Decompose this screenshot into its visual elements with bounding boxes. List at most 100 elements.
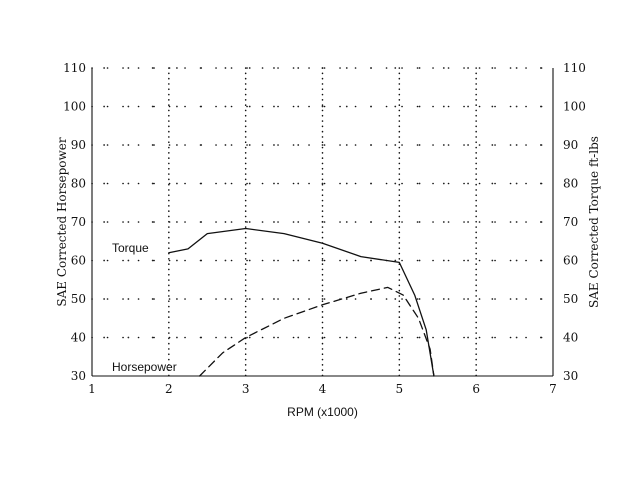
grid-dot (176, 105, 178, 108)
grid-dot (515, 336, 518, 339)
grid-dot (418, 259, 421, 262)
grid-dot (297, 67, 300, 69)
x-tick-label: 2 (165, 382, 173, 396)
grid-dot (103, 144, 106, 146)
right-y-tick-label: 50 (563, 292, 578, 306)
grid-dot (151, 259, 154, 262)
grid-dot (200, 336, 203, 339)
grid-dot (442, 182, 445, 185)
grid-dot (467, 67, 469, 69)
grid-dot (224, 259, 227, 262)
grid-dot (297, 105, 300, 108)
grid-dot (321, 336, 324, 339)
grid-dot (370, 298, 372, 300)
grid-dot (321, 67, 324, 69)
left-y-tick-label: 30 (71, 369, 86, 383)
grid-dot (103, 259, 106, 262)
grid-dot (103, 182, 106, 185)
right-y-tick-label: 80 (563, 177, 578, 191)
grid-dot (370, 259, 372, 262)
grid-dot (394, 144, 397, 146)
x-tick-label: 3 (242, 382, 250, 396)
grid-dot (127, 221, 130, 223)
grid-dot (127, 182, 130, 185)
grid-dot (176, 298, 178, 300)
grid-dot (345, 298, 348, 300)
left-y-tick-label: 40 (71, 331, 86, 345)
grid-dot (539, 259, 542, 262)
grid-dot (515, 105, 518, 108)
grid-dot (176, 182, 178, 185)
grid-dot (127, 144, 130, 146)
grid-dot (273, 144, 275, 146)
grid-dot (467, 259, 469, 262)
grid-dot (539, 221, 542, 223)
grid-dot (442, 336, 445, 339)
grid-dot (248, 182, 251, 185)
grid-dot (467, 221, 469, 223)
grid-dot (248, 298, 251, 300)
grid-dot (321, 182, 324, 185)
grid-dot (248, 105, 251, 108)
grid-dot (370, 336, 372, 339)
right-y-tick-label: 60 (563, 254, 578, 268)
right-y-tick-label: 90 (563, 138, 578, 152)
grid-dot (442, 67, 445, 69)
grid-dot (176, 259, 178, 262)
right-y-tick-label: 100 (563, 100, 586, 114)
grid-dot (370, 182, 372, 185)
grid-dot (200, 105, 203, 108)
grid-dot (394, 336, 397, 339)
grid-dot (103, 67, 106, 69)
grid-dot (176, 144, 178, 146)
grid-dot (491, 259, 494, 262)
grid-dot (321, 298, 324, 300)
grid-dot (127, 105, 130, 108)
right-y-tick-label: 30 (563, 369, 578, 383)
grid-dot (297, 221, 300, 223)
grid-dot (491, 182, 494, 185)
left-y-tick-label: 90 (71, 138, 86, 152)
grid-dot (418, 298, 421, 300)
grid-dot (515, 144, 518, 146)
grid-dot (467, 182, 469, 185)
grid-dot (200, 298, 203, 300)
x-tick-label: 1 (88, 382, 96, 396)
right-y-tick-label: 70 (563, 215, 578, 229)
grid-dot (539, 105, 542, 108)
grid-dot (297, 182, 300, 185)
grid-dot (442, 259, 445, 262)
grid-dot (394, 182, 397, 185)
grid-dot (345, 105, 348, 108)
grid-dot (224, 105, 227, 108)
grid-dot (273, 105, 275, 108)
grid-dot (394, 221, 397, 223)
right-y-tick-label: 40 (563, 331, 578, 345)
grid-dot (345, 182, 348, 185)
grid-dot (297, 298, 300, 300)
grid-dot (224, 144, 227, 146)
grid-dot (248, 221, 251, 223)
grid-dot (176, 336, 178, 339)
grid-dot (442, 105, 445, 108)
grid-dot (200, 144, 203, 146)
left-y-tick-label: 80 (71, 177, 86, 191)
grid-dot (151, 144, 154, 146)
grid-dot (321, 259, 324, 262)
grid-dot (151, 336, 154, 339)
grid-dot (370, 67, 372, 69)
grid-dot (467, 336, 469, 339)
grid-dot (224, 298, 227, 300)
grid-dot (151, 182, 154, 185)
grid-dot (200, 259, 203, 262)
grid-dot (151, 67, 154, 69)
grid-dot (515, 67, 518, 69)
grid-dot (467, 105, 469, 108)
grid-dot (370, 105, 372, 108)
grid-dot (467, 144, 469, 146)
right-y-axis-title: SAE Corrected Torque ft-lbs (587, 136, 601, 308)
x-tick-label: 5 (396, 382, 404, 396)
grid-dot (345, 259, 348, 262)
grid-dot (491, 336, 494, 339)
